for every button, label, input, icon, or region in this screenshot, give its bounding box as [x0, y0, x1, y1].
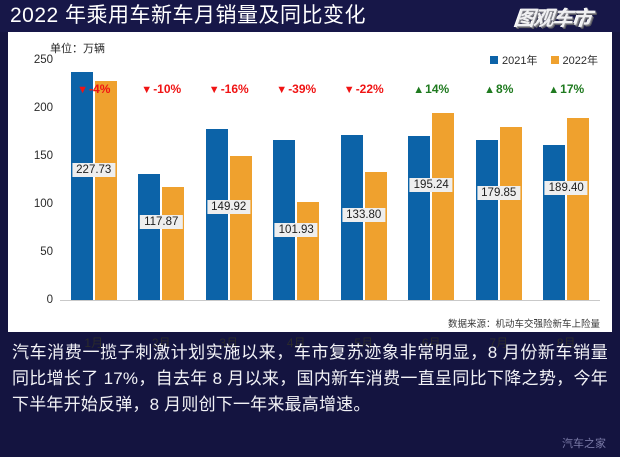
change-annotation-3月: ▼-16% [209, 82, 249, 96]
change-annotation-7月: ▲8% [484, 82, 513, 96]
bar-2022年-5月 [364, 171, 387, 300]
change-annotation-6月: ▲14% [413, 82, 449, 96]
header-bar: 2022 年乘用车新车月销量及同比变化 图观车市 [0, 0, 620, 32]
value-label-8月: 189.40 [544, 181, 588, 196]
bar-2021年-3月 [205, 128, 228, 300]
bar-group-3月: 149.92 ▼-16% 3月 [205, 60, 252, 350]
x-tick-8月: 8月 [556, 336, 576, 350]
plot-area: 227.73 ▼-4% 1月 117.87 ▼-10% 2月 149.92 ▼-16% 3月 10… [34, 54, 600, 350]
value-label-6月: 195.24 [409, 178, 453, 193]
bar-group-8月: 189.40 ▲17% 8月 [543, 60, 590, 350]
legend-swatch-icon [550, 56, 559, 64]
y-tick-0: 0 [46, 294, 53, 306]
y-tick-200: 200 [33, 102, 53, 114]
page-title: 2022 年乘用车新车月销量及同比变化 [10, 4, 367, 27]
value-label-7月: 179.85 [477, 185, 521, 200]
bar-2021年-1月 [70, 72, 93, 300]
bar-group-7月: 179.85 ▲8% 7月 [475, 60, 522, 350]
legend-swatch-icon [490, 56, 499, 64]
bar-2022年-7月 [499, 127, 522, 300]
triangle-down-icon: ▼ [141, 84, 153, 96]
change-annotation-text: 14% [425, 82, 450, 96]
change-annotation-2月: ▼-10% [141, 82, 181, 96]
x-tick-3月: 3月 [219, 336, 239, 350]
x-tick-7月: 7月 [489, 336, 509, 350]
watermark: 汽车之家 [562, 438, 606, 450]
triangle-up-icon: ▲ [413, 84, 425, 96]
x-tick-1月: 1月 [84, 336, 104, 350]
value-label-5月: 133.80 [342, 207, 386, 222]
value-label-2月: 117.87 [140, 215, 183, 230]
triangle-down-icon: ▼ [208, 84, 220, 96]
bar-2021年-8月 [543, 144, 566, 300]
triangle-up-icon: ▲ [548, 84, 560, 96]
bar-2021年-4月 [273, 139, 296, 300]
bar-group-5月: 133.80 ▼-22% 5月 [340, 60, 387, 350]
bar-2022年-6月 [432, 112, 455, 300]
y-tick-250: 250 [33, 54, 53, 66]
value-label-3月: 149.92 [207, 200, 251, 215]
chart-legend: 2021年 2022年 [490, 52, 598, 68]
commentary-text: 汽车消费一揽子刺激计划实施以来，车市复苏迹象非常明显，8 月份新车销量同比增长了… [12, 343, 608, 414]
x-tick-5月: 5月 [354, 336, 374, 350]
legend-label: 2022年 [562, 55, 598, 67]
bar-2021年-7月 [475, 140, 498, 300]
change-annotation-text: -4% [89, 82, 111, 96]
bar-group-1月: 227.73 ▼-4% 1月 [70, 60, 117, 350]
change-annotation-text: 17% [560, 82, 585, 96]
change-annotation-text: -22% [355, 82, 384, 96]
unit-label: 单位：万辆 [50, 43, 105, 55]
y-tick-50: 50 [40, 246, 53, 258]
change-annotation-5月: ▼-22% [344, 82, 384, 96]
bar-group-2月: 117.87 ▼-10% 2月 [138, 60, 185, 350]
chart-panel: 单位：万辆 2021年 2022年 227.73 ▼-4% 1月 117.87 ▼-10%… [8, 32, 612, 350]
bar-2022年-1月 [94, 81, 117, 300]
legend-item-2022年: 2022年 [550, 52, 598, 68]
bar-2021年-6月 [408, 135, 431, 300]
triangle-down-icon: ▼ [343, 84, 355, 96]
change-annotation-1月: ▼-4% [77, 82, 110, 96]
bar-group-4月: 101.93 ▼-39% 4月 [273, 60, 320, 350]
change-annotation-text: 8% [496, 82, 514, 96]
commentary-block: 汽车消费一揽子刺激计划实施以来，车市复苏迹象非常明显，8 月份新车销量同比增长了… [0, 334, 620, 439]
bar-2022年-3月 [229, 156, 252, 300]
change-annotation-4月: ▼-39% [276, 82, 316, 96]
x-tick-2月: 2月 [151, 336, 171, 350]
x-tick-4月: 4月 [286, 336, 306, 350]
bar-2022年-8月 [567, 118, 590, 300]
bar-group-6月: 195.24 ▲14% 6月 [408, 60, 455, 350]
brand-logo: 图观车市 [492, 2, 614, 30]
x-axis-line [60, 300, 600, 301]
change-annotation-text: -10% [153, 82, 182, 96]
bar-2021年-2月 [138, 174, 161, 300]
bar-2022年-2月 [162, 186, 185, 300]
bar-2022年-4月 [297, 202, 320, 300]
y-tick-150: 150 [33, 150, 53, 162]
triangle-down-icon: ▼ [77, 84, 89, 96]
change-annotation-text: -39% [288, 82, 317, 96]
legend-label: 2021年 [502, 55, 538, 67]
value-label-1月: 227.73 [72, 162, 116, 177]
change-annotation-text: -16% [220, 82, 249, 96]
value-label-4月: 101.93 [274, 223, 318, 238]
brand-logo-text: 图观车市 [513, 7, 592, 30]
triangle-down-icon: ▼ [276, 84, 288, 96]
legend-item-2021年: 2021年 [490, 52, 538, 68]
source-note: 数据来源：机动车交强险新车上险量 [447, 319, 600, 330]
x-tick-6月: 6月 [421, 336, 441, 350]
change-annotation-8月: ▲17% [548, 82, 584, 96]
y-tick-100: 100 [33, 198, 53, 210]
triangle-up-icon: ▲ [484, 84, 496, 96]
